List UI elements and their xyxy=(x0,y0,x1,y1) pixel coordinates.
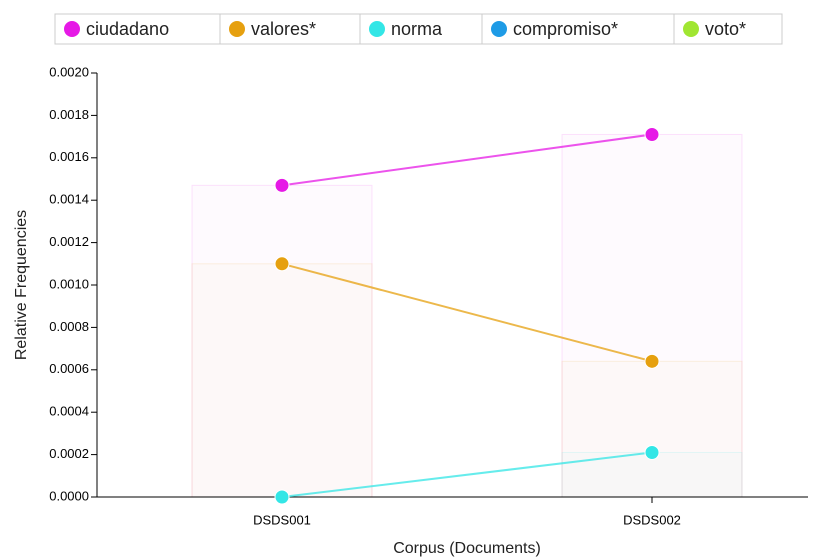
series-line xyxy=(281,133,653,187)
legend-label: ciudadano xyxy=(86,19,169,39)
y-tick-label: 0.0002 xyxy=(49,446,89,461)
legend-swatch xyxy=(64,21,80,37)
legend-swatch xyxy=(369,21,385,37)
point xyxy=(644,126,660,142)
point xyxy=(274,177,290,193)
y-tick-label: 0.0016 xyxy=(49,149,89,164)
point xyxy=(644,444,660,460)
point xyxy=(644,353,660,369)
y-tick-label: 0.0000 xyxy=(49,488,89,503)
legend-swatch xyxy=(683,21,699,37)
y-tick-label: 0.0010 xyxy=(49,276,89,291)
y-tick-label: 0.0004 xyxy=(49,404,89,419)
x-tick-label: DSDS001 xyxy=(253,512,311,527)
series-line xyxy=(281,451,653,498)
y-axis-title: Relative Frequencies xyxy=(13,210,30,360)
legend-item[interactable]: ciudadano xyxy=(54,13,221,45)
bar xyxy=(191,263,373,498)
legend-swatch xyxy=(491,21,507,37)
y-tick-label: 0.0012 xyxy=(49,234,89,249)
y-tick-label: 0.0014 xyxy=(49,192,89,207)
legend-label: compromiso* xyxy=(513,19,618,39)
x-tick-label: DSDS002 xyxy=(623,512,681,527)
legend-swatch xyxy=(229,21,245,37)
legend-box xyxy=(54,13,221,45)
legend-item[interactable]: voto* xyxy=(673,13,783,45)
y-tick-label: 0.0008 xyxy=(49,319,89,334)
y-tick-label: 0.0020 xyxy=(49,64,89,79)
y-tick-label: 0.0018 xyxy=(49,107,89,122)
legend-item[interactable]: valores* xyxy=(219,13,361,45)
point xyxy=(274,489,290,505)
legend-label: voto* xyxy=(705,19,746,39)
point xyxy=(274,256,290,272)
legend-label: norma xyxy=(391,19,443,39)
y-tick-label: 0.0006 xyxy=(49,361,89,376)
legend-item[interactable]: norma xyxy=(359,13,483,45)
x-axis-title: Corpus (Documents) xyxy=(393,540,541,557)
legend-item[interactable]: compromiso* xyxy=(481,13,675,45)
legend-label: valores* xyxy=(251,19,316,39)
series-line xyxy=(281,262,653,363)
